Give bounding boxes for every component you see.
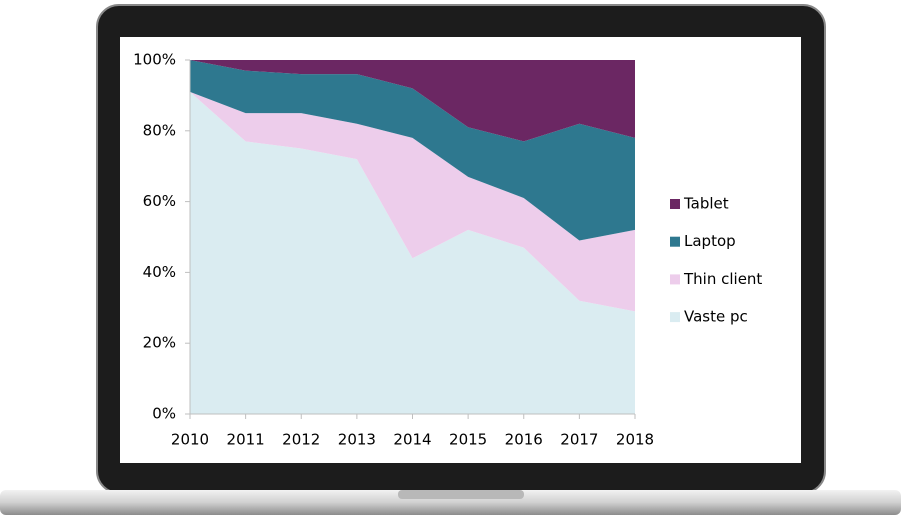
legend-label: Laptop	[684, 232, 736, 250]
legend-label: Vaste pc	[684, 308, 748, 326]
y-tick-label: 20%	[143, 334, 176, 352]
x-tick-label: 2014	[393, 431, 431, 449]
x-tick-label: 2016	[505, 431, 543, 449]
x-tick-label: 2012	[282, 431, 320, 449]
x-tick-label: 2015	[449, 431, 487, 449]
legend-label: Tablet	[683, 195, 729, 213]
x-tick-label: 2017	[560, 431, 598, 449]
x-tick-label: 2018	[616, 431, 654, 449]
legend-swatch	[670, 199, 680, 209]
legend-swatch	[670, 312, 680, 322]
laptop-notch	[398, 490, 524, 499]
y-tick-label: 40%	[143, 263, 176, 281]
y-tick-label: 0%	[152, 405, 176, 423]
x-tick-label: 2013	[338, 431, 376, 449]
laptop-screenshot: 0% 20% 40% 60% 80% 100% 2010 2011 2012 2013 2014 20…	[0, 0, 901, 517]
legend-swatch	[670, 274, 680, 284]
legend-swatch	[670, 237, 680, 247]
legend-label: Thin client	[683, 270, 762, 288]
y-tick-label: 100%	[133, 51, 176, 69]
x-tick-label: 2011	[227, 431, 265, 449]
x-tick-label: 2010	[171, 431, 209, 449]
y-tick-label: 80%	[143, 121, 176, 139]
y-tick-label: 60%	[143, 192, 176, 210]
